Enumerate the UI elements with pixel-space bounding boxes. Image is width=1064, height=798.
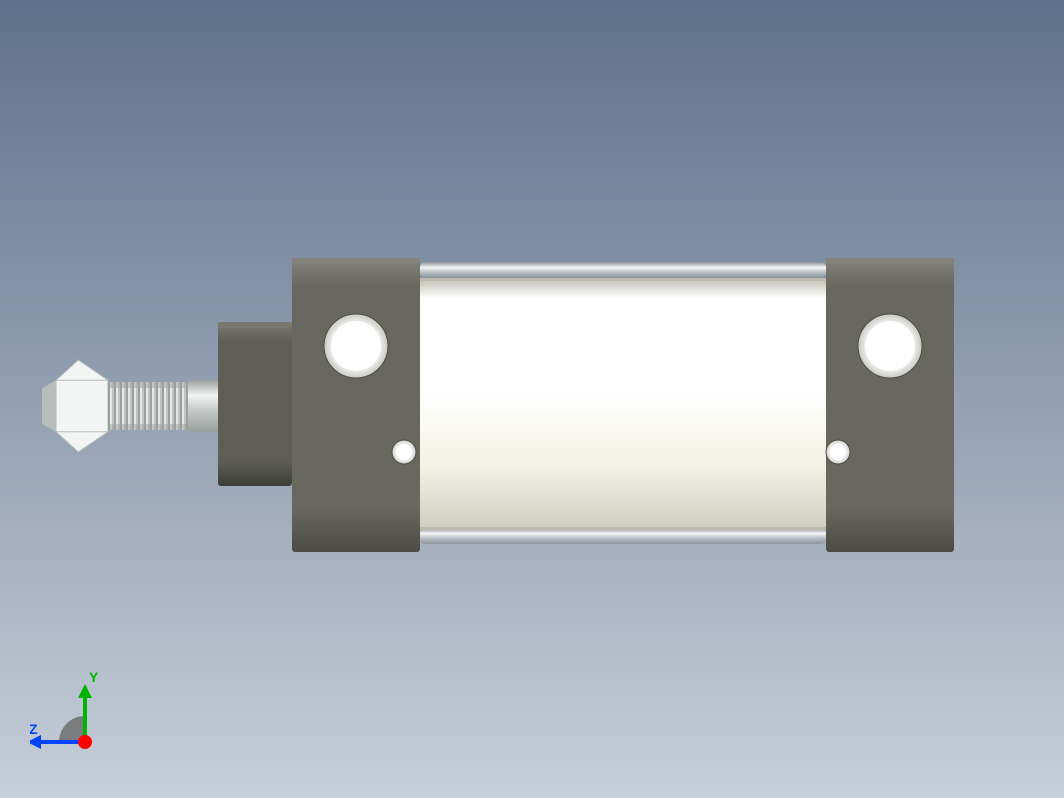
- head-cap-top-face: [218, 322, 292, 328]
- tie-rod-top: [420, 262, 826, 278]
- rear-port-inner: [830, 444, 846, 460]
- barrel-bottom-edge: [420, 527, 826, 530]
- orientation-triad[interactable]: Z Y: [30, 670, 140, 770]
- piston-rod-thread: [108, 382, 190, 430]
- barrel-top-edge: [420, 278, 826, 281]
- piston-rod-smooth: [188, 380, 218, 432]
- triad-origin: [78, 735, 92, 749]
- z-axis-label: Z: [30, 721, 38, 737]
- cad-viewport[interactable]: Z Y: [0, 0, 1064, 798]
- rear-bolt-bore-inner: [865, 321, 915, 371]
- front-port-inner: [396, 444, 412, 460]
- rear-block-top-face: [826, 258, 954, 264]
- head-cap: [218, 322, 292, 486]
- front-block-top-face: [292, 258, 420, 264]
- tie-rod-bottom: [420, 528, 826, 544]
- rear-end-block: [826, 258, 954, 552]
- cylinder-barrel: [420, 278, 826, 530]
- front-end-block: [292, 258, 420, 552]
- front-bolt-bore-inner: [331, 321, 381, 371]
- y-axis-label: Y: [89, 670, 99, 685]
- scene-canvas: [0, 0, 1064, 798]
